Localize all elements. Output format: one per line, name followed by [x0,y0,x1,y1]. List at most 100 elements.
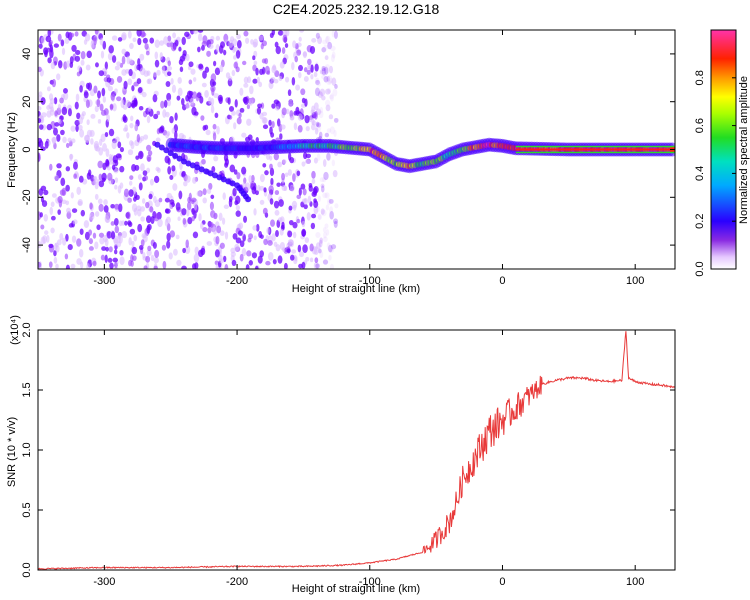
noise-speckle [88,238,93,245]
noise-speckle [278,199,284,207]
noise-speckle [40,185,47,191]
noise-speckle [139,135,145,142]
noise-speckle [309,243,314,252]
noise-speckle [65,184,70,192]
noise-speckle [101,246,107,251]
noise-speckle [208,182,213,190]
noise-speckle [148,193,153,200]
colorbar-tick-label: 0.8 [694,70,706,85]
colorbar-tick-label: 0.4 [694,166,706,181]
y-tick-label: 40 [21,48,33,60]
y-tick-label: -20 [21,189,33,205]
noise-speckle [182,247,187,254]
noise-speckle [114,203,120,210]
noise-speckle [172,32,177,39]
noise-speckle [269,163,273,170]
noise-speckle [102,40,107,50]
noise-speckle [231,259,237,267]
noise-speckle [322,177,327,183]
noise-speckle [39,212,43,218]
noise-speckle [222,192,226,200]
noise-speckle [291,62,295,71]
noise-speckle [147,150,153,156]
noise-speckle [242,60,247,66]
noise-speckle [283,262,288,269]
noise-speckle [152,94,158,103]
y-tick-label: 1.0 [21,442,33,457]
noise-speckle [105,148,110,158]
noise-speckle [69,153,73,161]
noise-speckle [61,199,67,205]
noise-speckle [329,210,334,220]
noise-speckle [129,228,136,235]
noise-speckle [323,171,329,181]
noise-speckle [209,201,214,211]
noise-speckle [279,228,284,236]
noise-speckle [284,76,290,83]
noise-speckle [262,163,267,168]
noise-speckle [51,78,57,88]
noise-speckle [218,212,223,221]
noise-speckle [136,134,141,143]
noise-speckle [324,64,330,70]
noise-speckle [169,115,174,124]
noise-speckle [224,263,229,269]
noise-speckle [144,43,149,50]
noise-speckle [57,33,62,42]
noise-speckle [215,44,220,53]
noise-speckle [319,237,323,244]
noise-speckle [76,71,81,77]
noise-speckle [230,251,236,257]
noise-speckle [171,165,176,172]
noise-speckle [329,247,335,253]
noise-speckle [250,39,254,45]
noise-speckle [48,243,54,249]
noise-speckle [40,224,45,230]
noise-speckle [192,231,199,239]
noise-speckle [227,97,231,105]
noise-speckle [313,157,318,164]
noise-speckle [163,99,168,108]
noise-speckle [112,257,118,263]
noise-speckle [270,219,276,227]
noise-speckle [215,35,221,41]
noise-speckle [192,177,197,184]
noise-speckle [50,227,55,234]
noise-speckle [309,45,316,54]
noise-speckle [286,248,291,254]
noise-speckle [321,95,326,101]
noise-speckle [224,158,229,166]
y-tick-label: 20 [21,96,33,108]
noise-speckle [149,178,154,186]
noise-speckle [304,237,310,244]
noise-speckle [210,105,215,114]
noise-speckle [76,112,81,120]
noise-speckle [318,131,323,139]
noise-speckle [249,85,254,95]
noise-speckle [74,101,79,110]
noise-speckle [210,194,215,200]
noise-speckle [143,265,148,269]
noise-speckle [304,114,310,124]
noise-speckle [311,213,317,219]
noise-speckle [300,201,305,208]
noise-speckle [276,182,281,187]
noise-speckle [53,127,58,136]
noise-speckle [143,175,148,181]
noise-speckle [58,118,62,125]
noise-speckle [61,106,68,116]
noise-speckle [60,39,65,47]
noise-speckle [139,53,145,61]
noise-speckle [325,88,331,95]
noise-speckle [51,193,57,198]
noise-speckle [236,40,242,49]
noise-speckle [56,73,61,81]
noise-speckle [210,73,217,82]
noise-speckle [256,76,261,84]
noise-speckle [128,58,134,65]
noise-speckle [310,222,316,230]
noise-speckle [156,110,160,116]
noise-speckle [111,164,116,170]
noise-speckle [258,35,264,41]
